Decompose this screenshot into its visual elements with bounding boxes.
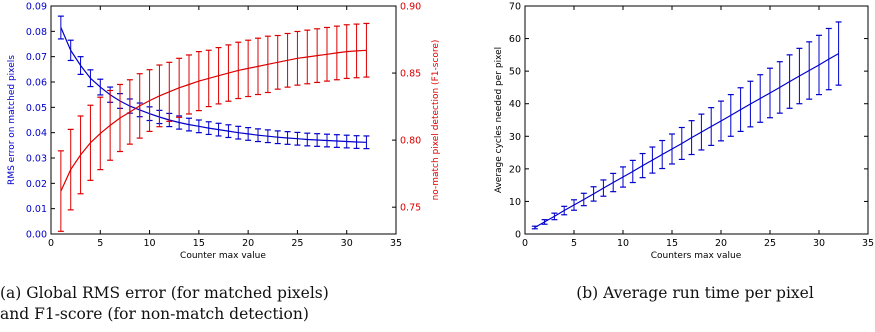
x-tick-label: 25 (291, 238, 303, 249)
y-axis-label-b: Average cycles needed per pixel (494, 47, 504, 193)
series-line (60, 49, 367, 192)
y-tick-label: 60 (509, 34, 521, 45)
series-line (534, 53, 839, 229)
series-1 (57, 22, 370, 232)
plot-frame-a (50, 5, 397, 235)
x-axis-label-a: Counter max value (180, 251, 266, 261)
series-line (60, 27, 367, 143)
y2-axis-label-a: no-match pixel detection (F1-score) (431, 40, 441, 201)
x-tick-label: 35 (390, 238, 402, 249)
x-tick-label: 5 (571, 238, 577, 249)
y2-tick-label: 0.90 (400, 2, 421, 13)
figure: 0 5 10 15 20 25 30 35 0.000.010.020.030.040.050… (7, 2, 874, 262)
y-tick-label: 10 (509, 197, 521, 208)
y-tick-label: 0.00 (26, 230, 47, 241)
y-tick-label: 0.05 (26, 103, 47, 114)
caption-b-text: (b) Average run time per pixel (576, 284, 814, 302)
y2-tick-label: 0.85 (400, 69, 421, 80)
x-tick-label: 10 (617, 238, 629, 249)
y-tick-label: 20 (509, 164, 521, 175)
y-ticks-a: 0.00 0.01 0.02 0.03 0.04 0.05 0.06 0.07 0.08 0.09 (26, 2, 55, 241)
x-tick-label: 15 (666, 238, 678, 249)
y-tick-label: 0.08 (26, 27, 47, 38)
x-tick-label: 0 (522, 238, 528, 249)
y2-ticks-a: 0.75 0.80 0.85 0.90 (392, 2, 421, 214)
caption-b: (b) Average run time per pixel (530, 283, 860, 304)
x-tick-label: 30 (341, 238, 353, 249)
x-tick-label: 25 (764, 238, 776, 249)
x-tick-label: 30 (813, 238, 825, 249)
y-tick-label: 0 (515, 230, 521, 241)
chart-rms-f1: 0 5 10 15 20 25 30 35 0.000.010.020.030.040.050… (7, 2, 441, 262)
y-tick-label: 0.06 (26, 78, 47, 89)
y-tick-label: 30 (509, 132, 521, 143)
series-0 (531, 21, 842, 230)
y-ticks-b: 0 10 20 30 40 50 60 70 (509, 2, 868, 241)
y-tick-label: 0.04 (26, 128, 47, 139)
x-tick-label: 15 (193, 238, 205, 249)
y-tick-label: 0.03 (26, 154, 47, 165)
x-tick-label: 5 (97, 238, 103, 249)
y-tick-label: 50 (509, 67, 521, 78)
chart-cycles: 0 5 10 15 20 25 30 35 0 10 20 30 40 50 60 70 Counters … (494, 2, 874, 262)
x-tick-label: 0 (48, 238, 54, 249)
x-ticks-b: 0 5 10 15 20 25 30 35 (522, 6, 874, 249)
x-tick-label: 35 (862, 238, 874, 249)
caption-a-line2: and F1-score (for non-match detection) (0, 305, 309, 323)
y-axis-label-a: RMS error on matched pixels (7, 55, 17, 185)
y2-tick-label: 0.75 (400, 203, 421, 214)
y-tick-label: 0.02 (26, 179, 47, 190)
y-tick-label: 70 (509, 2, 521, 13)
x-tick-label: 20 (715, 238, 727, 249)
series-0 (57, 15, 370, 150)
caption-a-line1: (a) Global RMS error (for matched pixels… (0, 284, 329, 302)
y-tick-label: 0.01 (26, 204, 47, 215)
series-group-a (57, 15, 370, 232)
y-tick-label: 0.09 (26, 2, 47, 13)
y-tick-label: 0.07 (26, 52, 47, 63)
x-ticks-a: 0 5 10 15 20 25 30 35 (48, 6, 402, 249)
x-axis-label-b: Counters max value (651, 251, 742, 261)
y2-tick-label: 0.80 (400, 136, 421, 147)
y-tick-label: 40 (509, 99, 521, 110)
plot-frame-b (524, 5, 869, 235)
series-group-b (531, 21, 842, 230)
x-tick-label: 20 (242, 238, 254, 249)
caption-a: (a) Global RMS error (for matched pixels… (0, 283, 440, 325)
x-tick-label: 10 (144, 238, 156, 249)
